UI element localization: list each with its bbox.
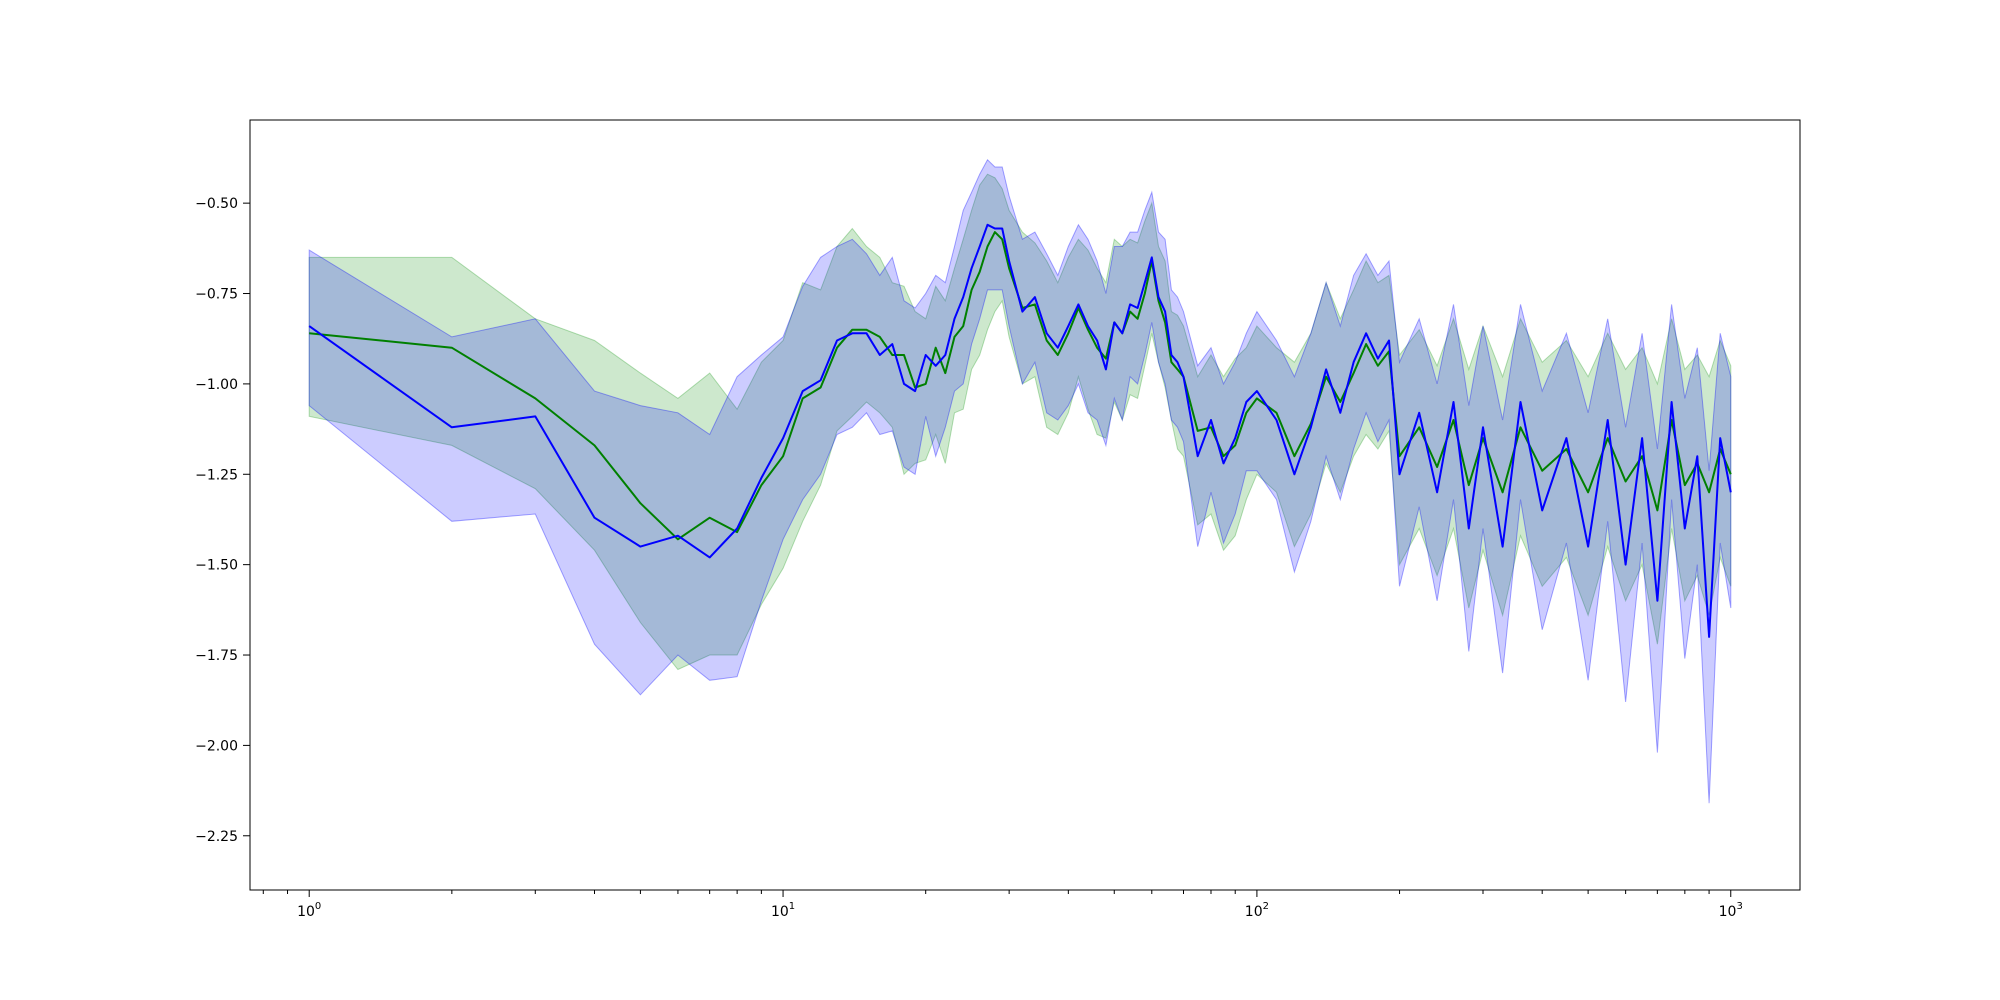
x-axis: 100 101 102 103: [262, 890, 1743, 920]
series-2-band: [308, 158, 1732, 804]
x-tick-label: 102: [1245, 901, 1269, 920]
y-tick-label: −0.50: [195, 196, 238, 212]
y-tick-label: −2.25: [195, 829, 238, 845]
y-tick-label: −0.75: [195, 287, 238, 303]
x-tick-label: 101: [771, 901, 795, 920]
y-tick-label: −2.00: [195, 738, 238, 754]
x-tick-label: 100: [297, 901, 321, 920]
series-lines: [308, 223, 1732, 638]
y-tick-label: −1.00: [195, 377, 238, 393]
y-tick-label: −1.50: [195, 558, 238, 574]
confidence-bands: [308, 158, 1732, 804]
y-tick-label: −1.75: [195, 648, 238, 664]
series-1-band: [308, 173, 1732, 671]
plot-area-frame: [249, 119, 1801, 891]
x-tick-label: 103: [1719, 901, 1743, 920]
y-tick-label: −1.25: [195, 467, 238, 483]
series-2-line: [308, 223, 1732, 638]
series-1-line: [309, 231, 1732, 541]
y-axis: −0.50 −0.75 −1.00 −1.25 −1.50 −1.75 −2.00 −2.25: [195, 196, 250, 845]
